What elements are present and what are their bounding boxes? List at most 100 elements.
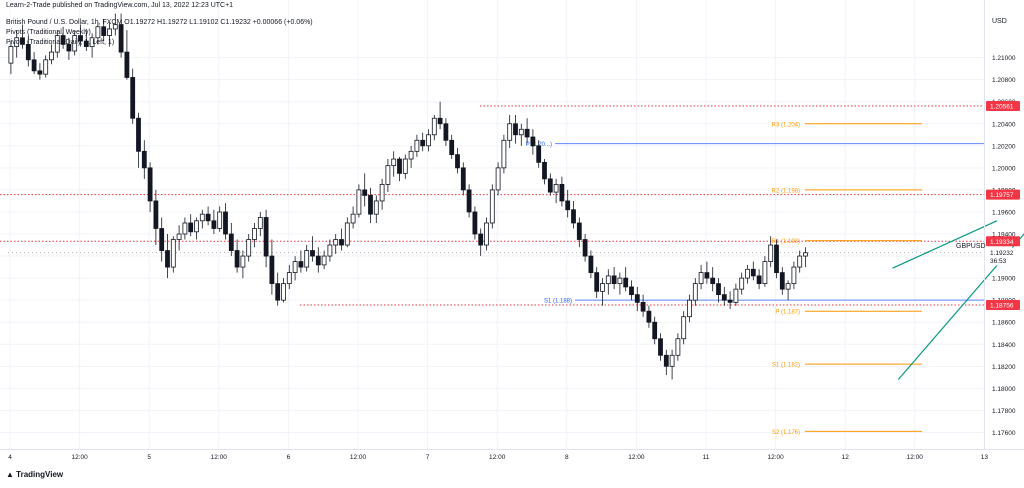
candle-up	[374, 201, 378, 214]
candle-up	[693, 284, 697, 301]
candle-up	[392, 159, 396, 166]
candle-down	[270, 256, 274, 284]
candle-up	[305, 251, 309, 268]
candle-down	[780, 273, 784, 290]
publish-note: Learn-2-Trade published on TradingView.c…	[6, 2, 233, 9]
currency-label: USD	[992, 18, 1007, 25]
candle-up	[798, 256, 802, 267]
candle-down	[751, 269, 755, 276]
time-tick-label: 12:00	[628, 454, 645, 461]
time-tick-label: 4	[8, 454, 12, 461]
symbol-label: GBPUSD	[956, 243, 986, 250]
candle-down	[630, 287, 634, 295]
candle-up	[241, 256, 245, 267]
candle-up	[415, 140, 419, 151]
daily-pivot-label: R2 (1.198)	[772, 188, 800, 194]
candle-up	[287, 273, 291, 284]
candle-down	[119, 25, 123, 53]
candle-up	[293, 262, 297, 273]
candle-down	[635, 295, 639, 303]
candle-up	[490, 190, 494, 223]
candle-up	[253, 229, 257, 240]
candle-down	[450, 140, 454, 154]
candle-down	[757, 276, 761, 284]
candle-up	[734, 289, 738, 302]
candle-down	[26, 44, 30, 59]
tradingview-logo-text: TradingView	[16, 470, 63, 479]
candle-up	[351, 214, 355, 223]
candle-down	[154, 201, 158, 229]
candle-up	[496, 168, 500, 190]
candle-up	[177, 234, 181, 240]
candle-up	[345, 223, 349, 245]
time-tick-label: 12	[842, 454, 850, 461]
candle-down	[398, 159, 402, 173]
candle-down	[577, 223, 581, 240]
candle-down	[142, 151, 146, 168]
candle-up	[804, 253, 808, 256]
candle-down	[461, 168, 465, 190]
last-price-label: 1.19232	[990, 250, 1014, 257]
candle-down	[38, 71, 42, 74]
candle-up	[328, 245, 332, 256]
candle-down	[316, 256, 320, 265]
candle-down	[206, 214, 210, 221]
candle-down	[624, 278, 628, 287]
candle-up	[247, 240, 251, 257]
candle-up	[699, 273, 703, 284]
candle-up	[96, 27, 100, 38]
candle-down	[467, 190, 471, 212]
candle-down	[566, 201, 570, 210]
indicator-weekly-pivots[interactable]: Pivots (Traditional, Weekly)	[6, 29, 91, 36]
candle-down	[653, 322, 657, 339]
price-level-badge-label: 1.20561	[990, 104, 1014, 111]
time-tick-label: 7	[426, 454, 430, 461]
candle-up	[9, 47, 13, 64]
candle-up	[688, 300, 692, 317]
candle-up	[403, 159, 407, 173]
candle-down	[340, 240, 344, 246]
candle-up	[322, 256, 326, 265]
price-tick-label: 1.18000	[992, 386, 1016, 393]
time-tick-label: 5	[147, 454, 151, 461]
candle-down	[722, 295, 726, 301]
indicator-daily-pivots[interactable]: Pivots (Traditional, Daily, 1, Left, 1)	[6, 39, 114, 46]
daily-pivot-label: S2 (1.176)	[772, 430, 800, 436]
time-tick-label: 13	[981, 454, 989, 461]
price-tick-label: 1.20000	[992, 165, 1016, 172]
candle-down	[276, 284, 280, 301]
time-tick-label: 11	[703, 454, 710, 461]
candle-down	[160, 229, 164, 251]
price-tick-label: 1.17800	[992, 408, 1016, 415]
candle-up	[183, 223, 187, 234]
price-tick-label: 1.19600	[992, 209, 1016, 216]
candle-down	[102, 27, 106, 36]
candle-up	[682, 317, 686, 339]
candle-up	[357, 190, 361, 214]
candle-down	[525, 129, 529, 137]
candle-down	[589, 256, 593, 273]
candle-down	[612, 276, 616, 284]
candle-down	[148, 168, 152, 201]
candle-up	[195, 221, 199, 232]
candle-down	[479, 234, 483, 245]
candle-down	[224, 212, 228, 234]
candle-up	[786, 284, 790, 290]
time-tick-label: 6	[287, 454, 291, 461]
countdown-label: 36:53	[990, 258, 1007, 265]
symbol-info: British Pound / U.S. Dollar, 1h, FXCM O1…	[6, 19, 313, 26]
price-level-badge-label: 1.18756	[990, 303, 1014, 310]
candle-up	[200, 214, 204, 221]
candle-down	[560, 184, 564, 201]
candle-down	[131, 77, 135, 118]
candle-down	[137, 118, 141, 151]
candle-down	[32, 60, 36, 71]
candle-up	[554, 184, 558, 192]
price-tick-label: 1.17600	[992, 430, 1016, 437]
candle-down	[583, 240, 587, 257]
price-tick-label: 1.18400	[992, 342, 1016, 349]
candle-down	[572, 210, 576, 223]
price-level-badge-label: 1.19757	[990, 192, 1014, 199]
candle-down	[548, 179, 552, 192]
candle-up	[258, 217, 262, 228]
